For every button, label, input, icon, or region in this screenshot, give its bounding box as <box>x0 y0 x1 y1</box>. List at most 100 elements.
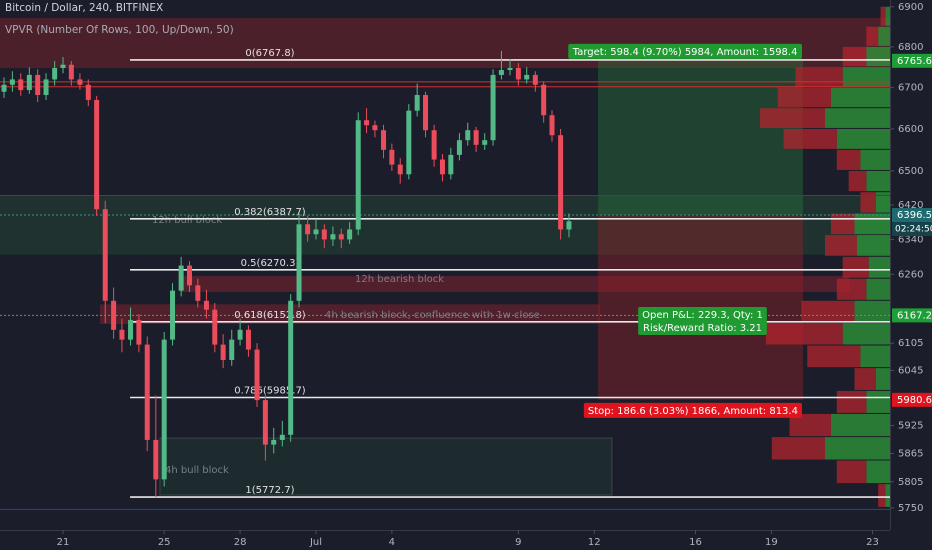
candle-body <box>18 79 24 91</box>
price-tag <box>892 392 932 407</box>
stop-label: Stop: 186.6 (3.03%) 1866, Amount: 813.4 <box>588 406 798 417</box>
y-tick-label: 6900 <box>898 2 923 13</box>
candle-body <box>515 67 521 80</box>
zone <box>159 437 613 496</box>
zone-label: 12h bull block <box>152 215 222 226</box>
candle-body <box>347 229 353 240</box>
price-tag <box>892 208 932 223</box>
candle-body <box>111 300 117 330</box>
y-tick-label: 6260 <box>898 269 923 280</box>
volume-up <box>868 256 890 278</box>
countdown: 02:24:50 <box>895 225 932 235</box>
candle-body <box>43 79 49 96</box>
zone <box>0 195 890 255</box>
candle-body <box>456 140 462 155</box>
y-tick-label: 5865 <box>898 448 923 459</box>
x-tick-label: 23 <box>866 537 879 548</box>
candle-body <box>178 265 184 291</box>
candle-body <box>144 344 150 440</box>
volume-up <box>860 149 890 170</box>
candle-body <box>102 209 108 301</box>
candle-body <box>431 130 437 160</box>
candle-body <box>406 110 412 175</box>
volume-down <box>842 256 869 278</box>
label-box <box>638 307 767 336</box>
candle-body <box>119 329 125 340</box>
volume-up <box>842 67 890 87</box>
candle-body <box>414 95 420 111</box>
candle-body <box>26 74 32 91</box>
volume-up <box>866 460 890 484</box>
candle-body <box>161 339 167 480</box>
candle-body <box>313 229 319 235</box>
volume-up <box>825 108 890 128</box>
volume-up <box>830 87 890 108</box>
target-label: Target: 598.4 (9.70%) 5984, Amount: 1598… <box>572 47 798 58</box>
fib-label: 0.382(6387.7) <box>234 207 306 218</box>
volume-up <box>878 26 890 46</box>
candle-body <box>195 285 201 301</box>
volume-down <box>801 300 855 323</box>
candle-body <box>60 64 66 68</box>
volume-down <box>825 235 857 256</box>
volume-up <box>866 390 890 413</box>
label-box <box>583 402 802 418</box>
volume-up <box>830 413 890 437</box>
volume-down <box>836 460 867 484</box>
zone <box>99 304 601 324</box>
volume-up <box>885 484 890 507</box>
volume-down <box>830 213 855 235</box>
price-tag-label: 5980.6 <box>897 395 932 406</box>
candle-body <box>288 300 294 435</box>
volume-down <box>860 192 876 213</box>
volume-down <box>807 345 861 368</box>
price-tag <box>892 308 932 323</box>
candle-body <box>212 309 218 345</box>
volume-up <box>866 278 890 300</box>
volume-down <box>836 278 867 300</box>
candle-body <box>423 95 429 131</box>
candle-body <box>1 84 7 92</box>
x-tick-label: 4 <box>389 537 395 548</box>
candle-body <box>305 224 311 235</box>
x-tick-label: 12 <box>588 537 601 548</box>
price-tag-label: 6396.5 <box>897 210 932 221</box>
volume-up <box>842 323 890 345</box>
volume-up <box>866 170 890 192</box>
y-tick-label: 6600 <box>898 124 923 135</box>
candle-body <box>321 229 327 240</box>
candle-body <box>245 329 251 350</box>
candle-body <box>549 115 555 136</box>
candle-body <box>558 135 564 230</box>
volume-down <box>854 368 876 390</box>
y-tick-label: 6340 <box>898 234 923 245</box>
fib-label: 0.786(5985.7) <box>234 385 306 396</box>
candle-body <box>279 434 285 440</box>
volume-up <box>885 6 890 26</box>
candle-body <box>203 300 209 310</box>
volume-down <box>795 67 843 87</box>
zone-label: 12h bearish block <box>355 274 444 285</box>
candle-body <box>448 154 454 175</box>
volume-up <box>856 235 890 256</box>
volume-down <box>783 128 837 149</box>
candle-body <box>473 130 479 145</box>
candle-body <box>364 120 370 126</box>
candle-body <box>498 70 504 75</box>
candle-body <box>465 130 471 141</box>
candle-body <box>254 349 260 401</box>
candle-body <box>128 319 134 340</box>
candle-body <box>237 329 243 340</box>
zone-label: 4h bull block <box>165 465 229 476</box>
candle-body <box>330 234 336 240</box>
volume-up <box>866 46 890 67</box>
candle-body <box>355 120 361 230</box>
volume-up <box>875 192 890 213</box>
candle-body <box>229 339 235 360</box>
price-tag <box>892 53 932 68</box>
y-tick-label: 5805 <box>898 477 923 488</box>
volume-down <box>789 413 831 437</box>
candle-body <box>262 400 268 445</box>
candle-body <box>507 67 513 71</box>
